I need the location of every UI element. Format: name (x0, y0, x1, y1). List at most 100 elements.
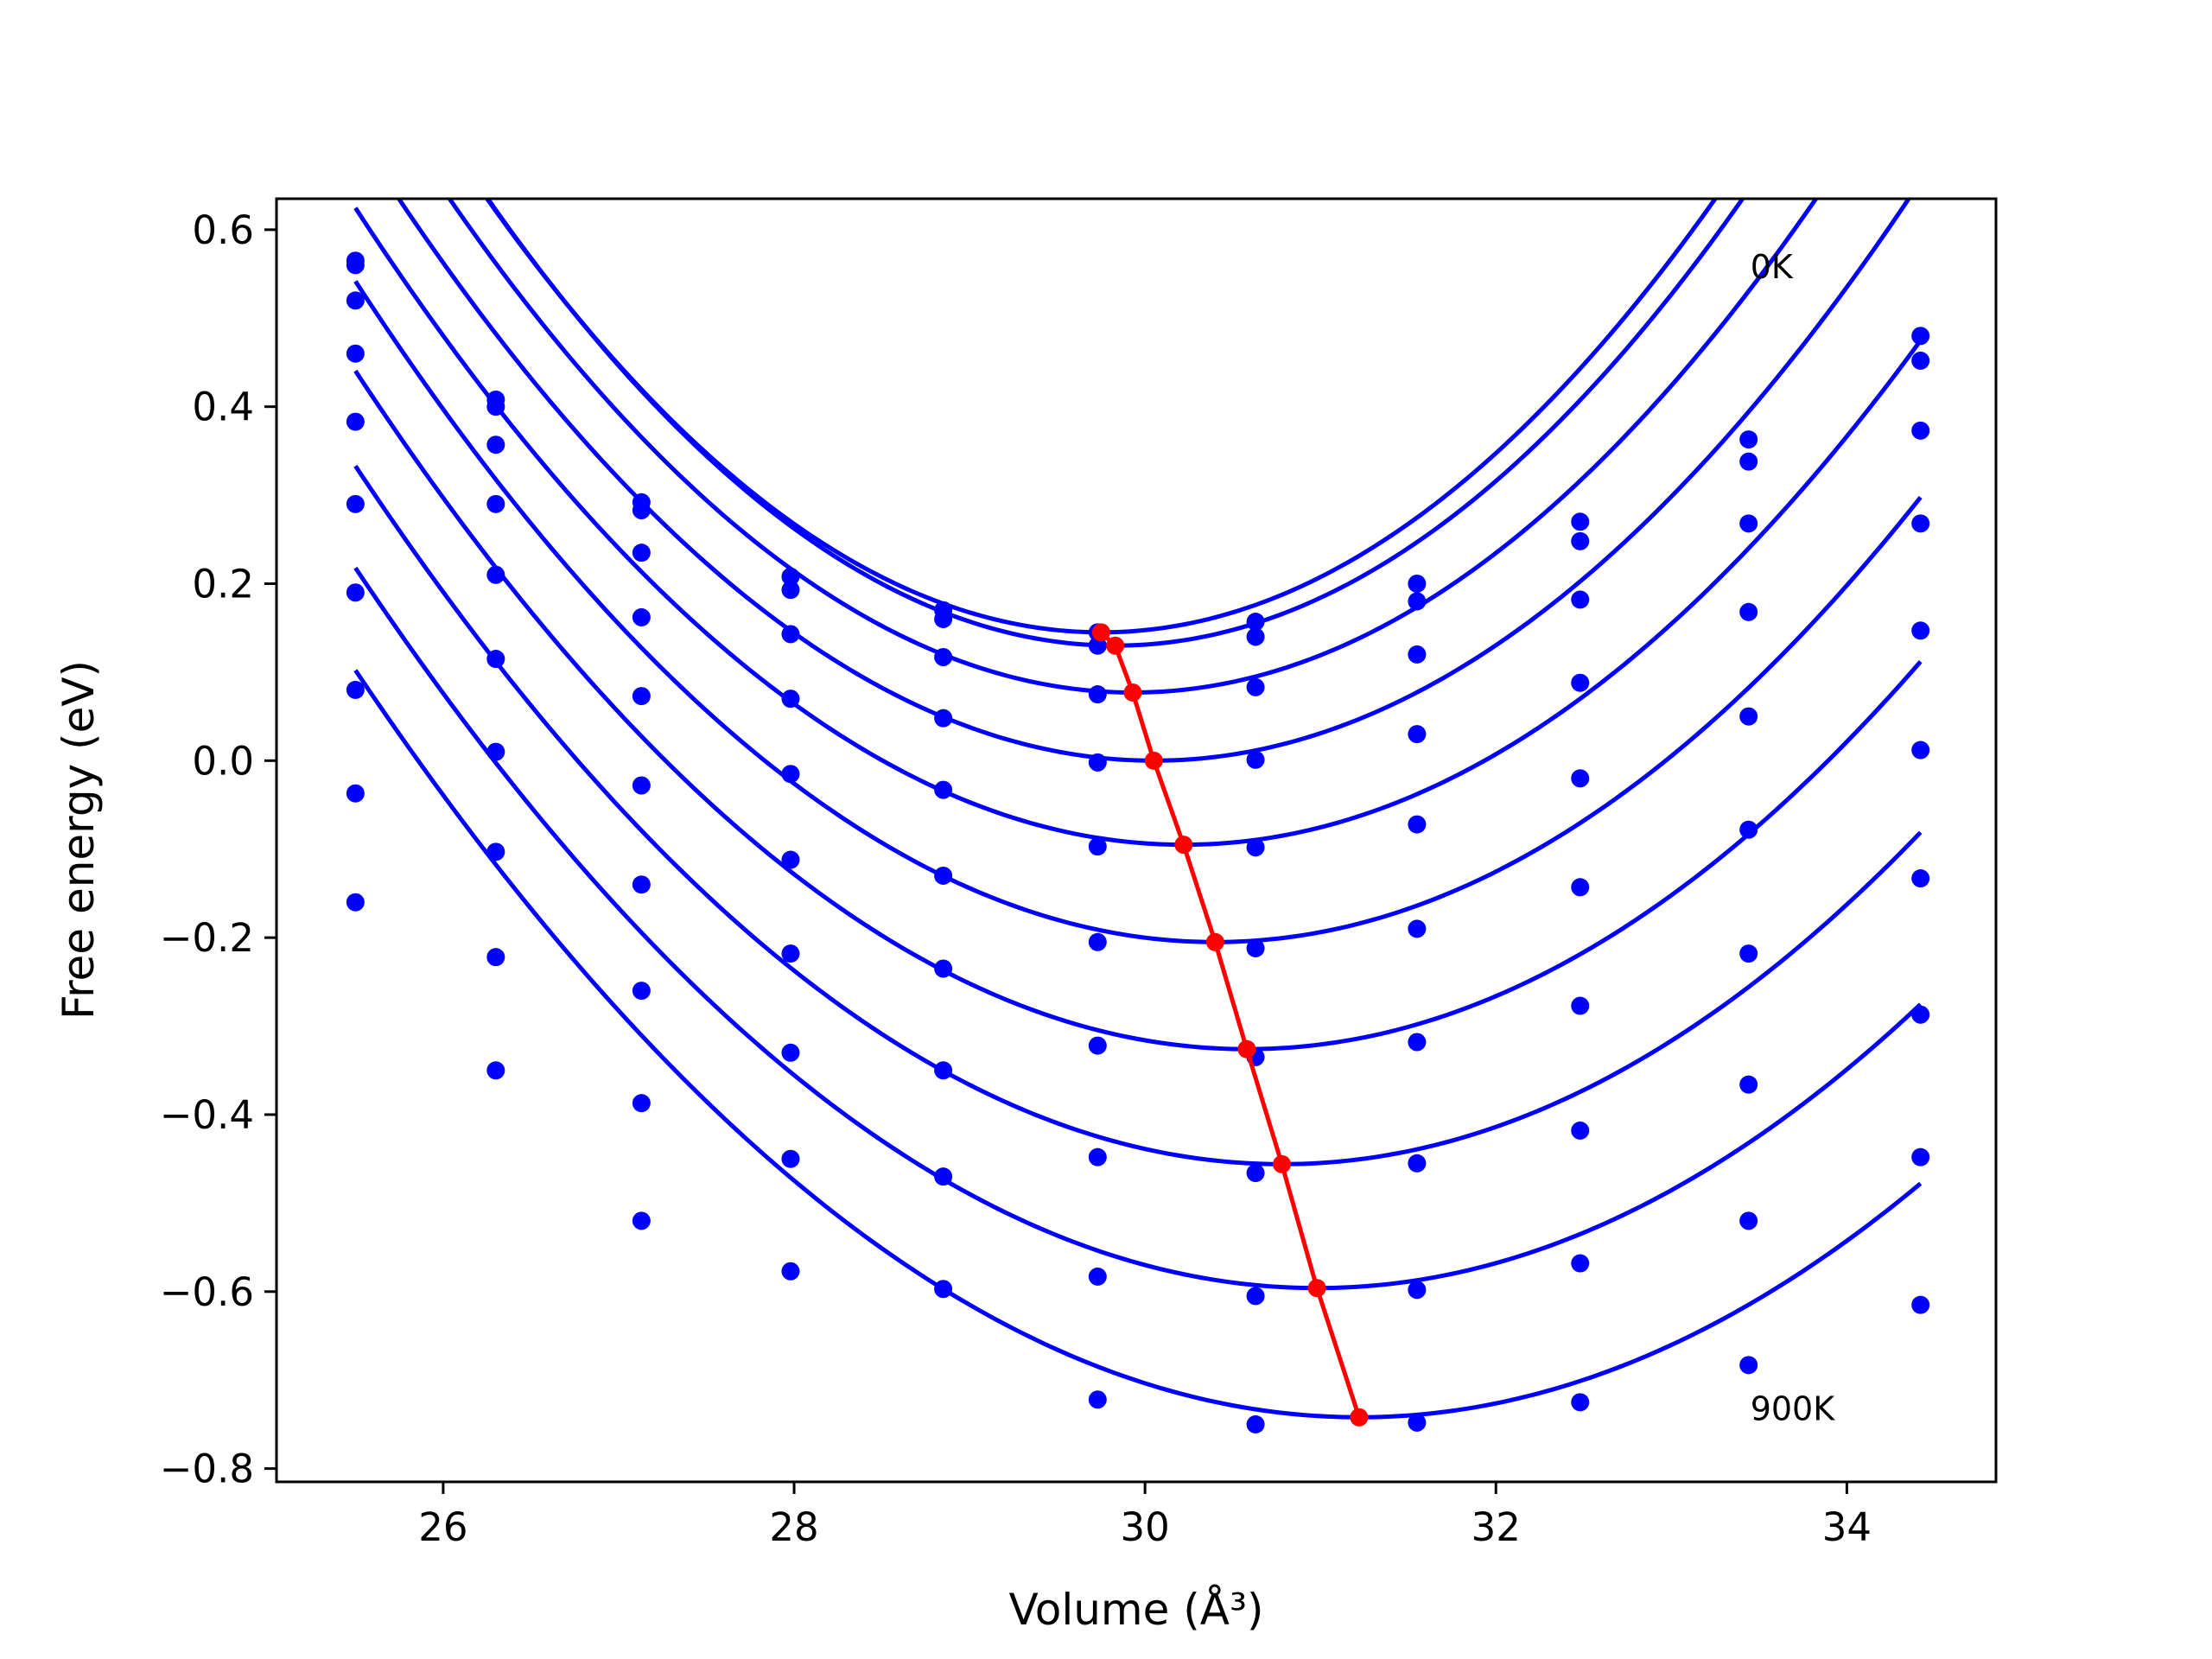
data-point (934, 780, 953, 799)
minimum-point (1144, 751, 1163, 770)
data-point (1246, 838, 1265, 857)
x-tick-label: 32 (1471, 1504, 1521, 1550)
data-point (934, 866, 953, 885)
fit-curve-5 (353, 280, 1923, 944)
x-tick-label: 26 (418, 1504, 467, 1550)
x-tick-label: 30 (1121, 1504, 1170, 1550)
y-tick-label: 0.0 (192, 738, 254, 784)
data-point (1088, 837, 1107, 856)
data-point (1408, 1033, 1427, 1052)
data-point (1911, 351, 1930, 370)
data-point (346, 680, 365, 699)
y-tick-label: −0.4 (160, 1092, 254, 1138)
data-point (1408, 815, 1427, 834)
data-point (486, 565, 505, 584)
data-point (1408, 1154, 1427, 1173)
data-point (1088, 1390, 1107, 1409)
data-point (934, 1167, 953, 1186)
data-point (1408, 1281, 1427, 1300)
data-point (934, 609, 953, 628)
data-point (934, 709, 953, 728)
x-axis: 26 28 30 32 34 (418, 1482, 1872, 1550)
data-point (632, 500, 651, 519)
data-point (486, 1061, 505, 1080)
data-point (781, 1262, 800, 1281)
data-point (1739, 820, 1758, 839)
data-point (632, 543, 651, 563)
minimum-point (1174, 836, 1193, 855)
data-point (781, 581, 800, 600)
y-tick-label: −0.2 (160, 915, 254, 961)
data-point (632, 875, 651, 894)
plot-frame (275, 197, 1998, 1484)
y-tick-label: −0.8 (160, 1446, 254, 1492)
data-point (781, 567, 800, 586)
fit-curve-0 (484, 199, 1719, 635)
data-point (486, 397, 505, 416)
data-point (1088, 932, 1107, 951)
fit-curve-6 (353, 369, 1923, 1052)
minimum-point (1123, 683, 1142, 702)
data-point (1911, 1295, 1930, 1314)
data-point (781, 765, 800, 784)
data-point (1246, 627, 1265, 646)
data-point (1088, 753, 1107, 772)
data-point (1088, 1267, 1107, 1286)
data-point (1911, 421, 1930, 440)
data-point (1408, 592, 1427, 611)
data-point (1571, 673, 1590, 692)
data-point (1739, 1075, 1758, 1094)
data-point (1246, 677, 1265, 696)
data-point (934, 1280, 953, 1299)
data-point (486, 842, 505, 861)
data-point (1739, 514, 1758, 533)
data-point (346, 344, 365, 363)
data-point (781, 690, 800, 709)
data-point (632, 982, 651, 1001)
data-point (781, 1149, 800, 1168)
data-point (1739, 1211, 1758, 1230)
fit-curves (353, 199, 1923, 1420)
y-tick-label: −0.6 (160, 1269, 254, 1315)
data-point (1739, 1356, 1758, 1375)
data-point (1246, 1287, 1265, 1306)
data-point (1571, 590, 1590, 609)
x-tick-label: 28 (769, 1504, 818, 1550)
data-point (346, 784, 365, 803)
data-point (1408, 645, 1427, 664)
data-point (1088, 1036, 1107, 1055)
data-point (1571, 512, 1590, 531)
data-point (632, 607, 651, 626)
data-point (632, 776, 651, 795)
data-point (1246, 1164, 1265, 1183)
data-point (1911, 1005, 1930, 1024)
data-point (781, 625, 800, 644)
minimum-point (1091, 623, 1110, 642)
minimum-point (1205, 932, 1224, 951)
annotation-label: 900K (1751, 1389, 1836, 1427)
data-point (1571, 769, 1590, 788)
data-point (1571, 1393, 1590, 1412)
data-point (1911, 869, 1930, 888)
data-point (1246, 750, 1265, 769)
data-point (1911, 621, 1930, 640)
data-point (1739, 602, 1758, 621)
y-axis-label: Free energy (eV) (54, 660, 104, 1020)
data-point (781, 1043, 800, 1062)
data-point (1739, 452, 1758, 471)
fit-curve-9 (353, 669, 1923, 1420)
data-point (781, 944, 800, 963)
data-point (346, 494, 365, 513)
fit-curve-3 (396, 199, 1912, 763)
data-point (1408, 575, 1427, 593)
y-tick-label: 0.6 (192, 207, 254, 253)
data-point (1911, 741, 1930, 760)
data-point (934, 648, 953, 667)
data-point (1571, 531, 1590, 550)
data-point (346, 291, 365, 310)
data-point (346, 256, 365, 275)
annotations: 0K 900K (1751, 248, 1836, 1427)
x-tick-label: 34 (1822, 1504, 1872, 1550)
data-point (1739, 707, 1758, 726)
